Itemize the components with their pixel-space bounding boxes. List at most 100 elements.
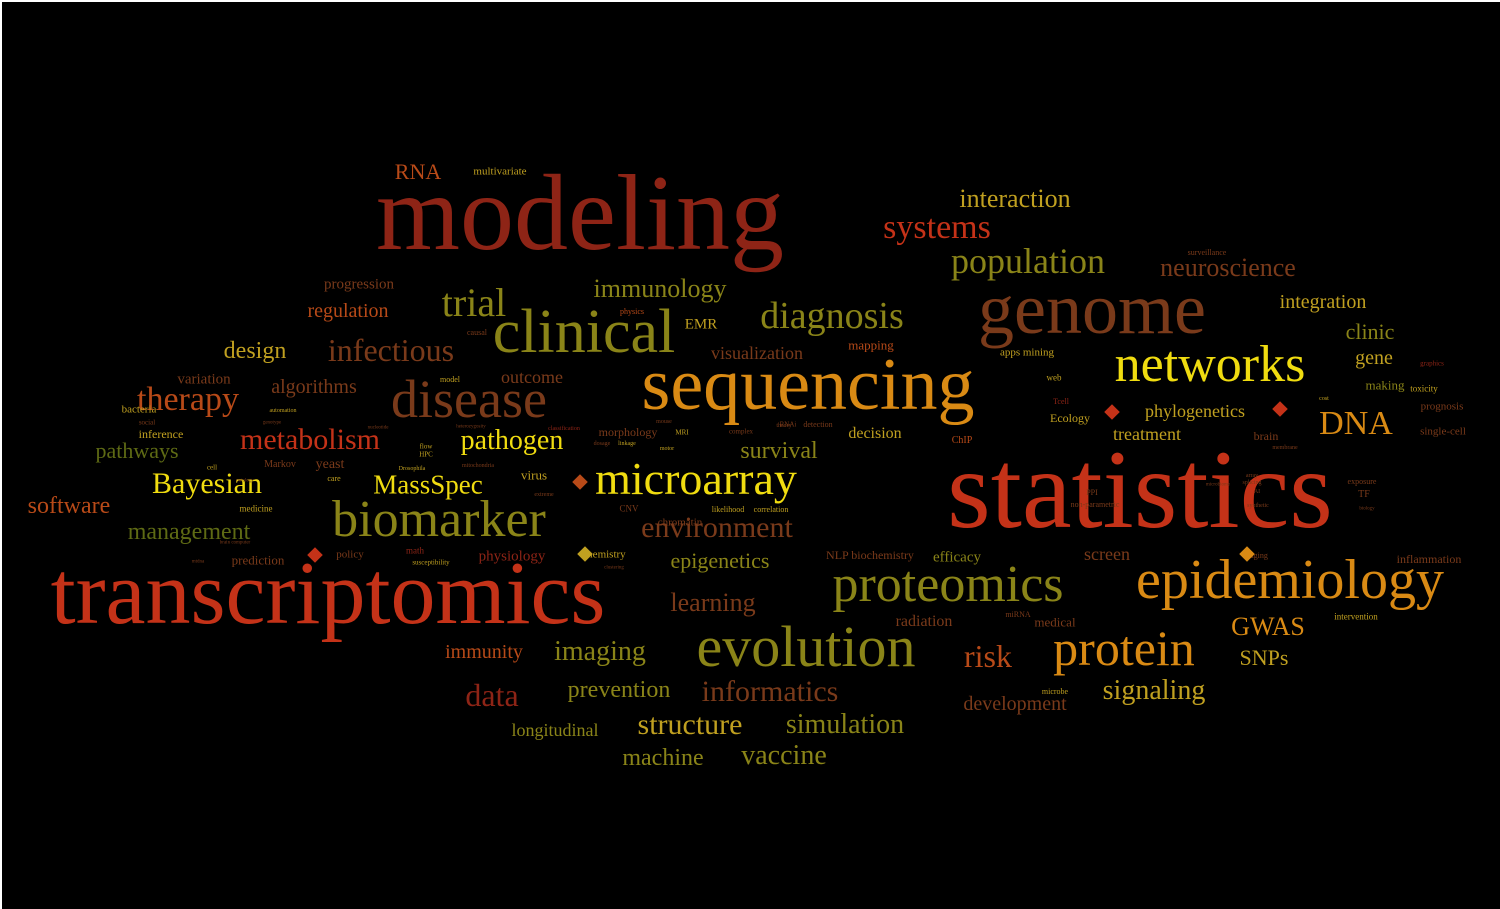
word-surveillance: surveillance bbox=[1187, 248, 1227, 257]
word-vaccine: vaccine bbox=[741, 740, 827, 771]
word-bacteria: bacteria bbox=[121, 403, 157, 416]
word-mitochondria: mitochondria bbox=[462, 463, 494, 469]
word-physiology: physiology bbox=[478, 548, 546, 565]
word-detection: detection bbox=[803, 420, 833, 429]
word-prediction: prediction bbox=[231, 552, 285, 568]
word-metabolism: metabolism bbox=[240, 423, 380, 456]
word-pathogen: pathogen bbox=[460, 425, 564, 456]
diamond-marker bbox=[572, 474, 588, 490]
word-ontology: ontology bbox=[236, 478, 254, 484]
word-screen: screen bbox=[1084, 544, 1130, 564]
word-modeling: modeling bbox=[376, 154, 784, 273]
word-aging: aging bbox=[1250, 551, 1268, 560]
word-making: making bbox=[1365, 377, 1405, 393]
word-heterozygosity: heterozygosity bbox=[456, 424, 486, 430]
word-mapping: mapping bbox=[848, 337, 894, 353]
word-biomarker: biomarker bbox=[332, 491, 546, 548]
word-algorithms: algorithms bbox=[271, 376, 357, 398]
word-mirna: miRNA bbox=[1005, 610, 1031, 619]
word-intervention: intervention bbox=[1334, 611, 1378, 622]
word-dosage: dosage bbox=[593, 441, 611, 447]
word-outcome: outcome bbox=[501, 367, 563, 387]
word-treatment: treatment bbox=[1113, 424, 1181, 444]
word-networks: networks bbox=[1114, 336, 1306, 393]
word-ai: AI bbox=[1253, 489, 1261, 495]
word-cnv: CNV bbox=[619, 503, 639, 514]
word-statistics: statistics bbox=[947, 428, 1333, 552]
word-extreme: extreme bbox=[534, 492, 554, 498]
word-regulation: regulation bbox=[307, 300, 389, 322]
word-decision: decision bbox=[848, 425, 902, 442]
word-virus: virus bbox=[521, 467, 547, 483]
word-social: social bbox=[138, 418, 156, 427]
word-genotype: genotype bbox=[262, 420, 282, 426]
word-structure: structure bbox=[637, 708, 743, 741]
word-nlp-biochemistry: NLP biochemistry bbox=[826, 548, 914, 562]
word-susceptibility: susceptibility bbox=[412, 558, 450, 567]
word-rnai: RNAi bbox=[779, 420, 797, 429]
word-cell: cell bbox=[206, 463, 218, 472]
word-model: model bbox=[440, 375, 460, 384]
word-data: data bbox=[465, 677, 519, 713]
word-inference: inference bbox=[138, 427, 184, 441]
word-proteomics: proteomics bbox=[832, 556, 1064, 613]
word-software: software bbox=[27, 493, 111, 519]
word-cost: cost bbox=[1319, 396, 1329, 402]
word-toxicity: toxicity bbox=[1410, 383, 1438, 394]
word-brain-computer: brain computer bbox=[219, 540, 251, 546]
word-therapy: therapy bbox=[137, 381, 239, 418]
word-prognosis: prognosis bbox=[1420, 400, 1464, 413]
word-simulation: simulation bbox=[785, 709, 905, 740]
word-array: array bbox=[1245, 473, 1259, 479]
word-physics: physics bbox=[620, 307, 644, 316]
word-infectious: infectious bbox=[327, 332, 455, 368]
word-microbe: microbe bbox=[1041, 687, 1069, 696]
word-protein: protein bbox=[1053, 620, 1195, 676]
word-evolution: evolution bbox=[696, 614, 916, 679]
word-tf: TF bbox=[1358, 489, 1370, 500]
word-linkage: linkage bbox=[618, 441, 636, 447]
word-interaction: interaction bbox=[959, 184, 1071, 213]
word-chemistry: chemistry bbox=[582, 548, 626, 561]
word-dna: DNA bbox=[1319, 405, 1393, 442]
word-mtdna: mtdna bbox=[191, 559, 205, 565]
word-sequencing: sequencing bbox=[641, 344, 975, 426]
word-ppi: PPI bbox=[1086, 488, 1098, 497]
word-design: design bbox=[223, 338, 287, 364]
word-math: math bbox=[406, 545, 424, 556]
word-bayesian: Bayesian bbox=[152, 467, 262, 500]
word-chip: ChIP bbox=[951, 435, 973, 446]
word-immunity: immunity bbox=[445, 641, 523, 663]
word-diagnosis: diagnosis bbox=[760, 295, 904, 337]
word-clinic: clinic bbox=[1345, 319, 1395, 344]
word-flow: flow bbox=[419, 442, 433, 451]
word-radiation: radiation bbox=[895, 613, 953, 630]
word-membrane: membrane bbox=[1272, 445, 1298, 451]
word-graphics: graphics bbox=[1420, 359, 1444, 368]
word-care: care bbox=[327, 474, 341, 483]
word-medical: medical bbox=[1034, 614, 1076, 630]
word-efficacy: efficacy bbox=[932, 549, 982, 566]
word-integration: integration bbox=[1279, 291, 1367, 313]
word-yeast: yeast bbox=[315, 457, 345, 472]
word-systems: systems bbox=[883, 209, 991, 246]
word-trial: trial bbox=[441, 280, 507, 325]
word-epigenetics: epigenetics bbox=[670, 548, 770, 573]
word-clinical: clinical bbox=[492, 298, 676, 366]
word-policy: policy bbox=[336, 548, 364, 561]
diamond-marker bbox=[1272, 401, 1288, 417]
word-automation: automation bbox=[269, 408, 297, 414]
word-hpc: HPC bbox=[419, 450, 433, 459]
word-mri: MRI bbox=[675, 428, 689, 437]
word-gwas: GWAS bbox=[1231, 612, 1305, 641]
word-variation: variation bbox=[177, 371, 231, 388]
word-inflammation: inflammation bbox=[1396, 552, 1462, 566]
word-progression: progression bbox=[324, 276, 394, 293]
word-learning: learning bbox=[670, 588, 756, 617]
word-markov: Markov bbox=[264, 459, 296, 470]
word-emr: EMR bbox=[684, 316, 718, 333]
word-brain: brain bbox=[1253, 429, 1279, 443]
word-biology: biology bbox=[1359, 506, 1375, 512]
